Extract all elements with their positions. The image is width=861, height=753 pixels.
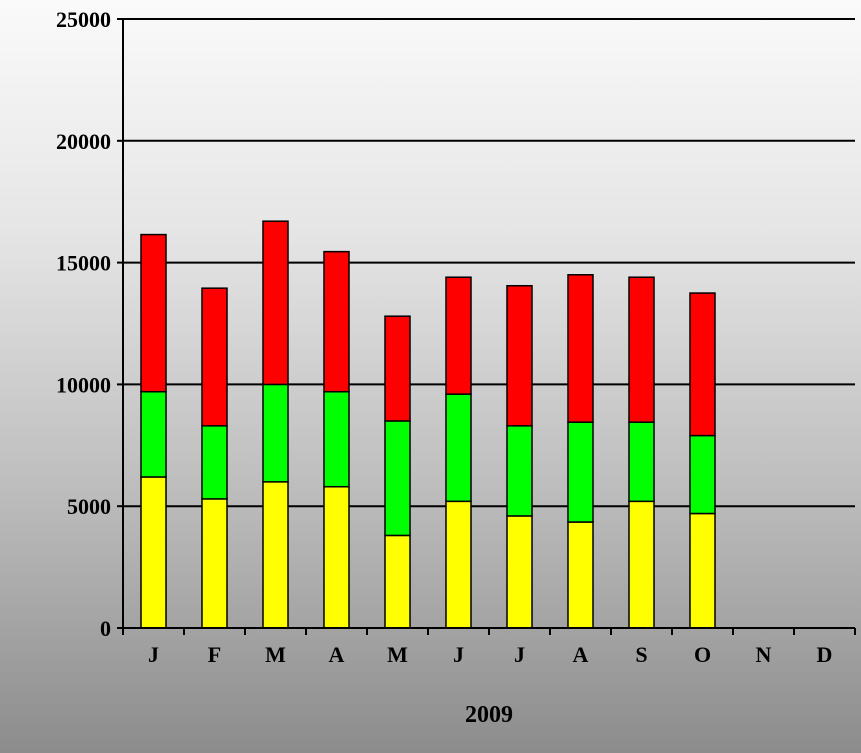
x-tick-label: M bbox=[387, 642, 408, 667]
gridlines bbox=[123, 18, 855, 508]
bar-segment-6-1 bbox=[445, 500, 472, 629]
x-tick-label: J bbox=[148, 642, 159, 667]
x-tick-label: A bbox=[329, 642, 345, 667]
y-tick-label: 15000 bbox=[56, 251, 111, 276]
bar-segment-4-3 bbox=[323, 250, 350, 393]
x-tick-label: M bbox=[265, 642, 286, 667]
y-tick-label: 0 bbox=[100, 616, 111, 641]
bar-segment-8-3 bbox=[567, 274, 594, 423]
bar-segment-5-3 bbox=[384, 315, 411, 422]
bar-segment-4-1 bbox=[323, 485, 350, 629]
bars bbox=[140, 220, 716, 629]
bar-segment-9-2 bbox=[628, 421, 655, 503]
bar-segment-3-1 bbox=[262, 481, 289, 629]
bar-segment-5-1 bbox=[384, 534, 411, 629]
bar-segment-2-3 bbox=[201, 287, 228, 427]
x-tick-label: J bbox=[453, 642, 464, 667]
x-tick-label: A bbox=[573, 642, 589, 667]
bar-segment-8-2 bbox=[567, 421, 594, 523]
x-tick-label: D bbox=[817, 642, 833, 667]
bar-segment-6-2 bbox=[445, 393, 472, 503]
bar-segment-2-1 bbox=[201, 498, 228, 629]
x-tick-label: F bbox=[208, 642, 221, 667]
y-tick-label: 20000 bbox=[56, 129, 111, 154]
bar-segment-6-3 bbox=[445, 276, 472, 395]
bar-segment-10-3 bbox=[689, 292, 716, 437]
x-tick-label: S bbox=[635, 642, 647, 667]
bar-segment-8-1 bbox=[567, 521, 594, 629]
y-tick-label: 10000 bbox=[56, 372, 111, 397]
bar-segment-3-2 bbox=[262, 383, 289, 483]
bar-segment-10-2 bbox=[689, 434, 716, 515]
bar-segment-3-3 bbox=[262, 220, 289, 386]
x-axis-title: 2009 bbox=[465, 702, 513, 728]
x-tick-label: O bbox=[694, 642, 711, 667]
bar-segment-2-2 bbox=[201, 425, 228, 500]
x-tick-label: N bbox=[756, 642, 772, 667]
axes bbox=[117, 18, 856, 635]
bar-segment-9-3 bbox=[628, 276, 655, 423]
y-tick-labels: 0 5000 10000 15000 20000 25000 bbox=[56, 7, 111, 641]
bar-segment-10-1 bbox=[689, 512, 716, 629]
y-tick-label: 5000 bbox=[67, 494, 111, 519]
bar-segment-7-2 bbox=[506, 425, 533, 517]
bar-segment-4-2 bbox=[323, 390, 350, 488]
bar-segment-7-3 bbox=[506, 284, 533, 427]
bar-segment-1-2 bbox=[140, 390, 167, 478]
bar-segment-5-2 bbox=[384, 420, 411, 537]
bar-segment-9-1 bbox=[628, 500, 655, 629]
bar-segment-1-1 bbox=[140, 476, 167, 629]
bar-segment-7-1 bbox=[506, 515, 533, 629]
x-tick-label: J bbox=[514, 642, 525, 667]
bar-segment-1-3 bbox=[140, 233, 167, 393]
y-tick-label: 25000 bbox=[56, 7, 111, 32]
